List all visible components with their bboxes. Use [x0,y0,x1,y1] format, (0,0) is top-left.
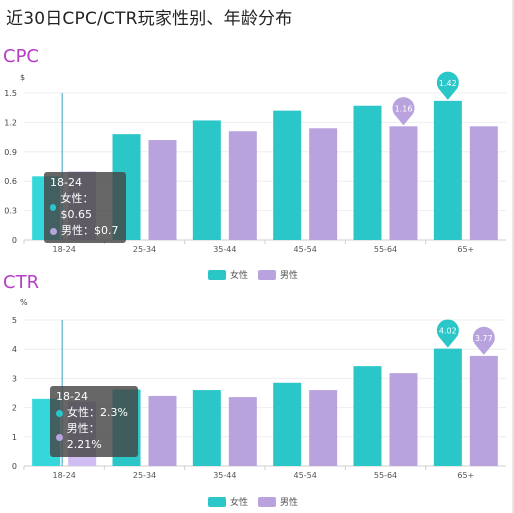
ctr-y-tick-label: 4 [12,345,17,354]
ctr-x-tick-label: 25-34 [133,471,156,480]
legend-item-male[interactable]: 男性 [258,495,298,508]
cpc-marker-label: 1.16 [395,104,413,113]
female-swatch-icon [208,269,226,280]
ctr-marker-pin [472,326,495,355]
ctr-y-tick-label: 5 [12,316,17,325]
tooltip-row-male: 男性：$0.7 [61,224,119,237]
ctr-y-tick-label: 1 [12,433,17,442]
cpc-bar-female [353,105,382,241]
male-swatch-icon [258,269,277,280]
page-title: 近30日CPC/CTR玩家性别、年龄分布 [6,9,293,29]
cpc-x-tick-label: 18-24 [53,245,76,254]
cpc-y-tick-label: 0.3 [4,207,17,216]
page-edge-divider [512,0,514,513]
cpc-bar-male [389,126,418,240]
cpc-y-tick-label: 1.5 [4,89,17,98]
ctr-bar-male [389,373,418,466]
cpc-x-tick-label: 35-44 [213,245,236,254]
tooltip-category: 18-24 [56,390,88,403]
cpc-y-tick-label: 0.6 [4,177,17,186]
cpc-x-tick-label: 55-64 [374,245,397,254]
ctr-y-tick-label: 0 [12,462,17,471]
ctr-bar-female [273,382,302,466]
ctr-marker-label: 4.02 [439,327,457,336]
cpc-bar-female [433,100,462,240]
ctr-y-unit-label: % [20,298,28,307]
legend-label-female: 女性 [230,498,249,508]
ctr-marker-label: 3.77 [475,334,493,343]
cpc-legend[interactable]: 女性 男性 [208,268,298,281]
cpc-bar-female [273,110,302,240]
tooltip-category: 18-24 [50,176,82,189]
female-dot-icon [56,409,63,417]
cpc-bar-female [192,120,221,240]
cpc-marker-label: 1.42 [439,79,457,88]
ctr-bar-female [433,348,462,466]
cpc-chart-title: CPC [3,46,39,67]
legend-item-male[interactable]: 男性 [258,268,298,281]
cpc-bar-male [148,140,177,240]
ctr-bar-female [192,390,221,466]
ctr-y-tick-label: 2 [12,404,17,413]
ctr-marker-pin [436,319,459,348]
ctr-bar-male [309,390,338,466]
ctr-tooltip: 18-24 女性：2.3% 男性：2.21% [50,386,138,457]
cpc-x-tick-label: 65+ [457,245,474,254]
ctr-chart-title: CTR [3,272,40,293]
ctr-x-tick-label: 65+ [457,471,474,480]
ctr-legend[interactable]: 女性 男性 [208,495,298,508]
legend-label-female: 女性 [230,271,249,281]
tooltip-row-female: 女性：2.3% [67,406,128,419]
cpc-tooltip: 18-24 女性：$0.65 男性：$0.7 [44,172,126,243]
male-dot-icon [50,227,57,235]
male-dot-icon [56,433,63,441]
ctr-bar-female [353,366,382,466]
legend-label-male: 男性 [280,271,299,281]
legend-item-female[interactable]: 女性 [208,495,248,508]
ctr-x-tick-label: 35-44 [213,471,236,480]
cpc-bar-male [309,128,338,240]
cpc-bar-male [228,131,257,240]
cpc-bar-male [469,126,498,240]
ctr-bar-male [469,355,498,466]
cpc-y-unit-label: $ [20,73,25,82]
tooltip-row-female: 女性：$0.65 [60,192,94,221]
ctr-bar-male [148,395,177,466]
cpc-marker-pin [436,71,459,100]
cpc-y-tick-label: 1.2 [4,118,17,127]
ctr-x-tick-label: 18-24 [53,471,76,480]
male-swatch-icon [258,496,277,507]
legend-item-female[interactable]: 女性 [208,268,248,281]
ctr-bar-male [228,397,257,466]
cpc-x-tick-label: 25-34 [133,245,156,254]
cpc-y-tick-label: 0 [12,236,17,245]
ctr-x-tick-label: 45-54 [294,471,317,480]
cpc-x-tick-label: 45-54 [294,245,317,254]
ctr-x-tick-label: 55-64 [374,471,397,480]
ctr-y-tick-label: 3 [12,374,17,383]
female-dot-icon [50,203,57,211]
female-swatch-icon [208,496,226,507]
cpc-y-tick-label: 0.9 [4,148,17,157]
cpc-marker-pin [392,97,415,126]
legend-label-male: 男性 [280,498,299,508]
tooltip-row-male: 男性：2.21% [66,422,102,451]
